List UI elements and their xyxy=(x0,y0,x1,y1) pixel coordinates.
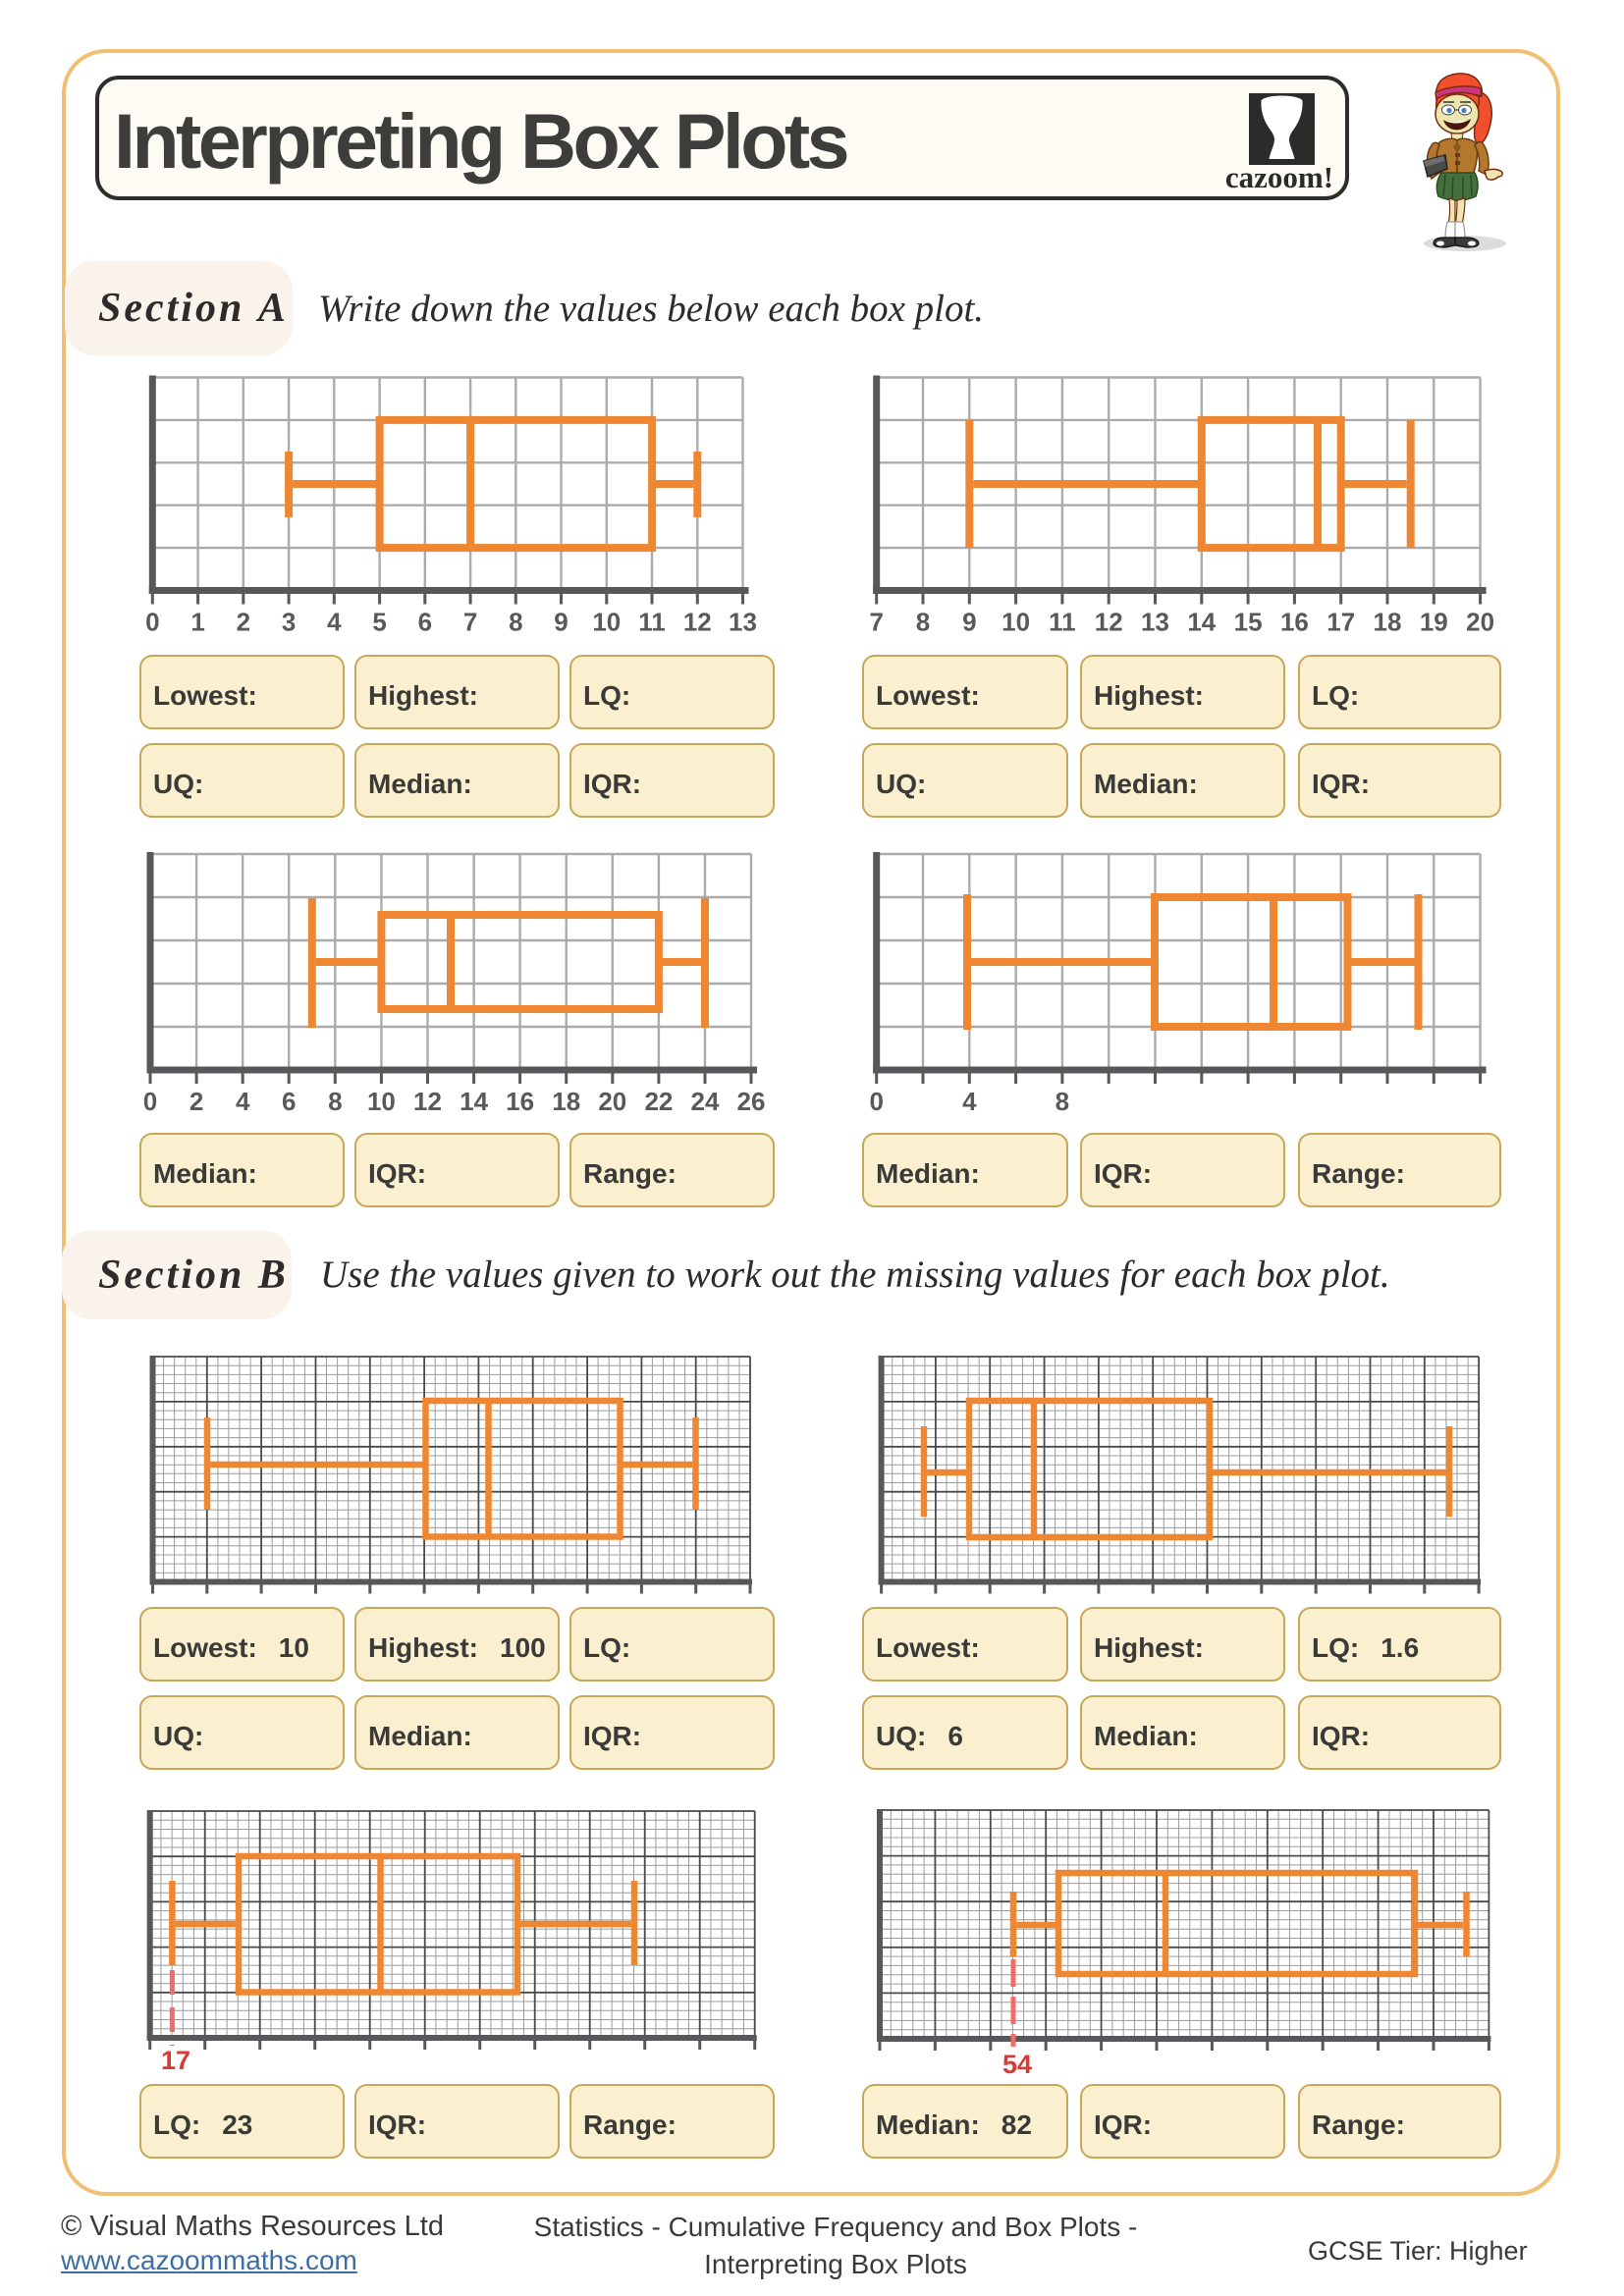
svg-text:0: 0 xyxy=(869,1087,883,1116)
svg-text:7: 7 xyxy=(869,608,883,637)
svg-text:26: 26 xyxy=(737,1087,766,1116)
svg-text:11: 11 xyxy=(1049,608,1076,637)
svg-text:13: 13 xyxy=(729,608,757,637)
svg-text:0: 0 xyxy=(145,608,159,637)
svg-text:17: 17 xyxy=(161,2046,190,2075)
svg-text:cazoom!: cazoom! xyxy=(1225,160,1333,194)
svg-text:16: 16 xyxy=(1280,608,1309,637)
svg-text:18: 18 xyxy=(1374,608,1402,637)
svg-text:8: 8 xyxy=(1056,1087,1069,1116)
svg-text:5: 5 xyxy=(372,608,386,637)
svg-text:20: 20 xyxy=(598,1087,626,1116)
svg-text:7: 7 xyxy=(463,608,477,637)
svg-text:4: 4 xyxy=(962,1087,977,1116)
svg-text:10: 10 xyxy=(592,608,621,637)
svg-text:9: 9 xyxy=(962,608,976,637)
svg-text:17: 17 xyxy=(1326,608,1355,637)
svg-text:4: 4 xyxy=(236,1087,250,1116)
svg-text:8: 8 xyxy=(509,608,522,637)
svg-text:8: 8 xyxy=(328,1087,342,1116)
svg-text:10: 10 xyxy=(367,1087,396,1116)
svg-text:22: 22 xyxy=(644,1087,673,1116)
svg-text:8: 8 xyxy=(916,608,930,637)
svg-text:11: 11 xyxy=(638,608,666,637)
svg-text:2: 2 xyxy=(237,608,250,637)
svg-text:2: 2 xyxy=(189,1087,203,1116)
svg-text:10: 10 xyxy=(1001,608,1030,637)
svg-text:12: 12 xyxy=(683,608,712,637)
svg-text:18: 18 xyxy=(552,1087,580,1116)
svg-text:13: 13 xyxy=(1141,608,1169,637)
svg-text:16: 16 xyxy=(506,1087,534,1116)
svg-text:54: 54 xyxy=(1002,2050,1032,2079)
svg-text:14: 14 xyxy=(460,1087,488,1116)
svg-text:6: 6 xyxy=(282,1087,296,1116)
svg-text:12: 12 xyxy=(413,1087,442,1116)
svg-text:12: 12 xyxy=(1095,608,1123,637)
svg-text:3: 3 xyxy=(282,608,296,637)
svg-text:15: 15 xyxy=(1234,608,1263,637)
svg-text:6: 6 xyxy=(418,608,432,637)
svg-text:1: 1 xyxy=(190,608,204,637)
svg-text:4: 4 xyxy=(327,608,342,637)
svg-text:0: 0 xyxy=(143,1087,157,1116)
svg-text:20: 20 xyxy=(1466,608,1494,637)
svg-text:14: 14 xyxy=(1187,608,1216,637)
svg-text:24: 24 xyxy=(691,1087,720,1116)
svg-text:9: 9 xyxy=(554,608,568,637)
svg-text:19: 19 xyxy=(1420,608,1448,637)
